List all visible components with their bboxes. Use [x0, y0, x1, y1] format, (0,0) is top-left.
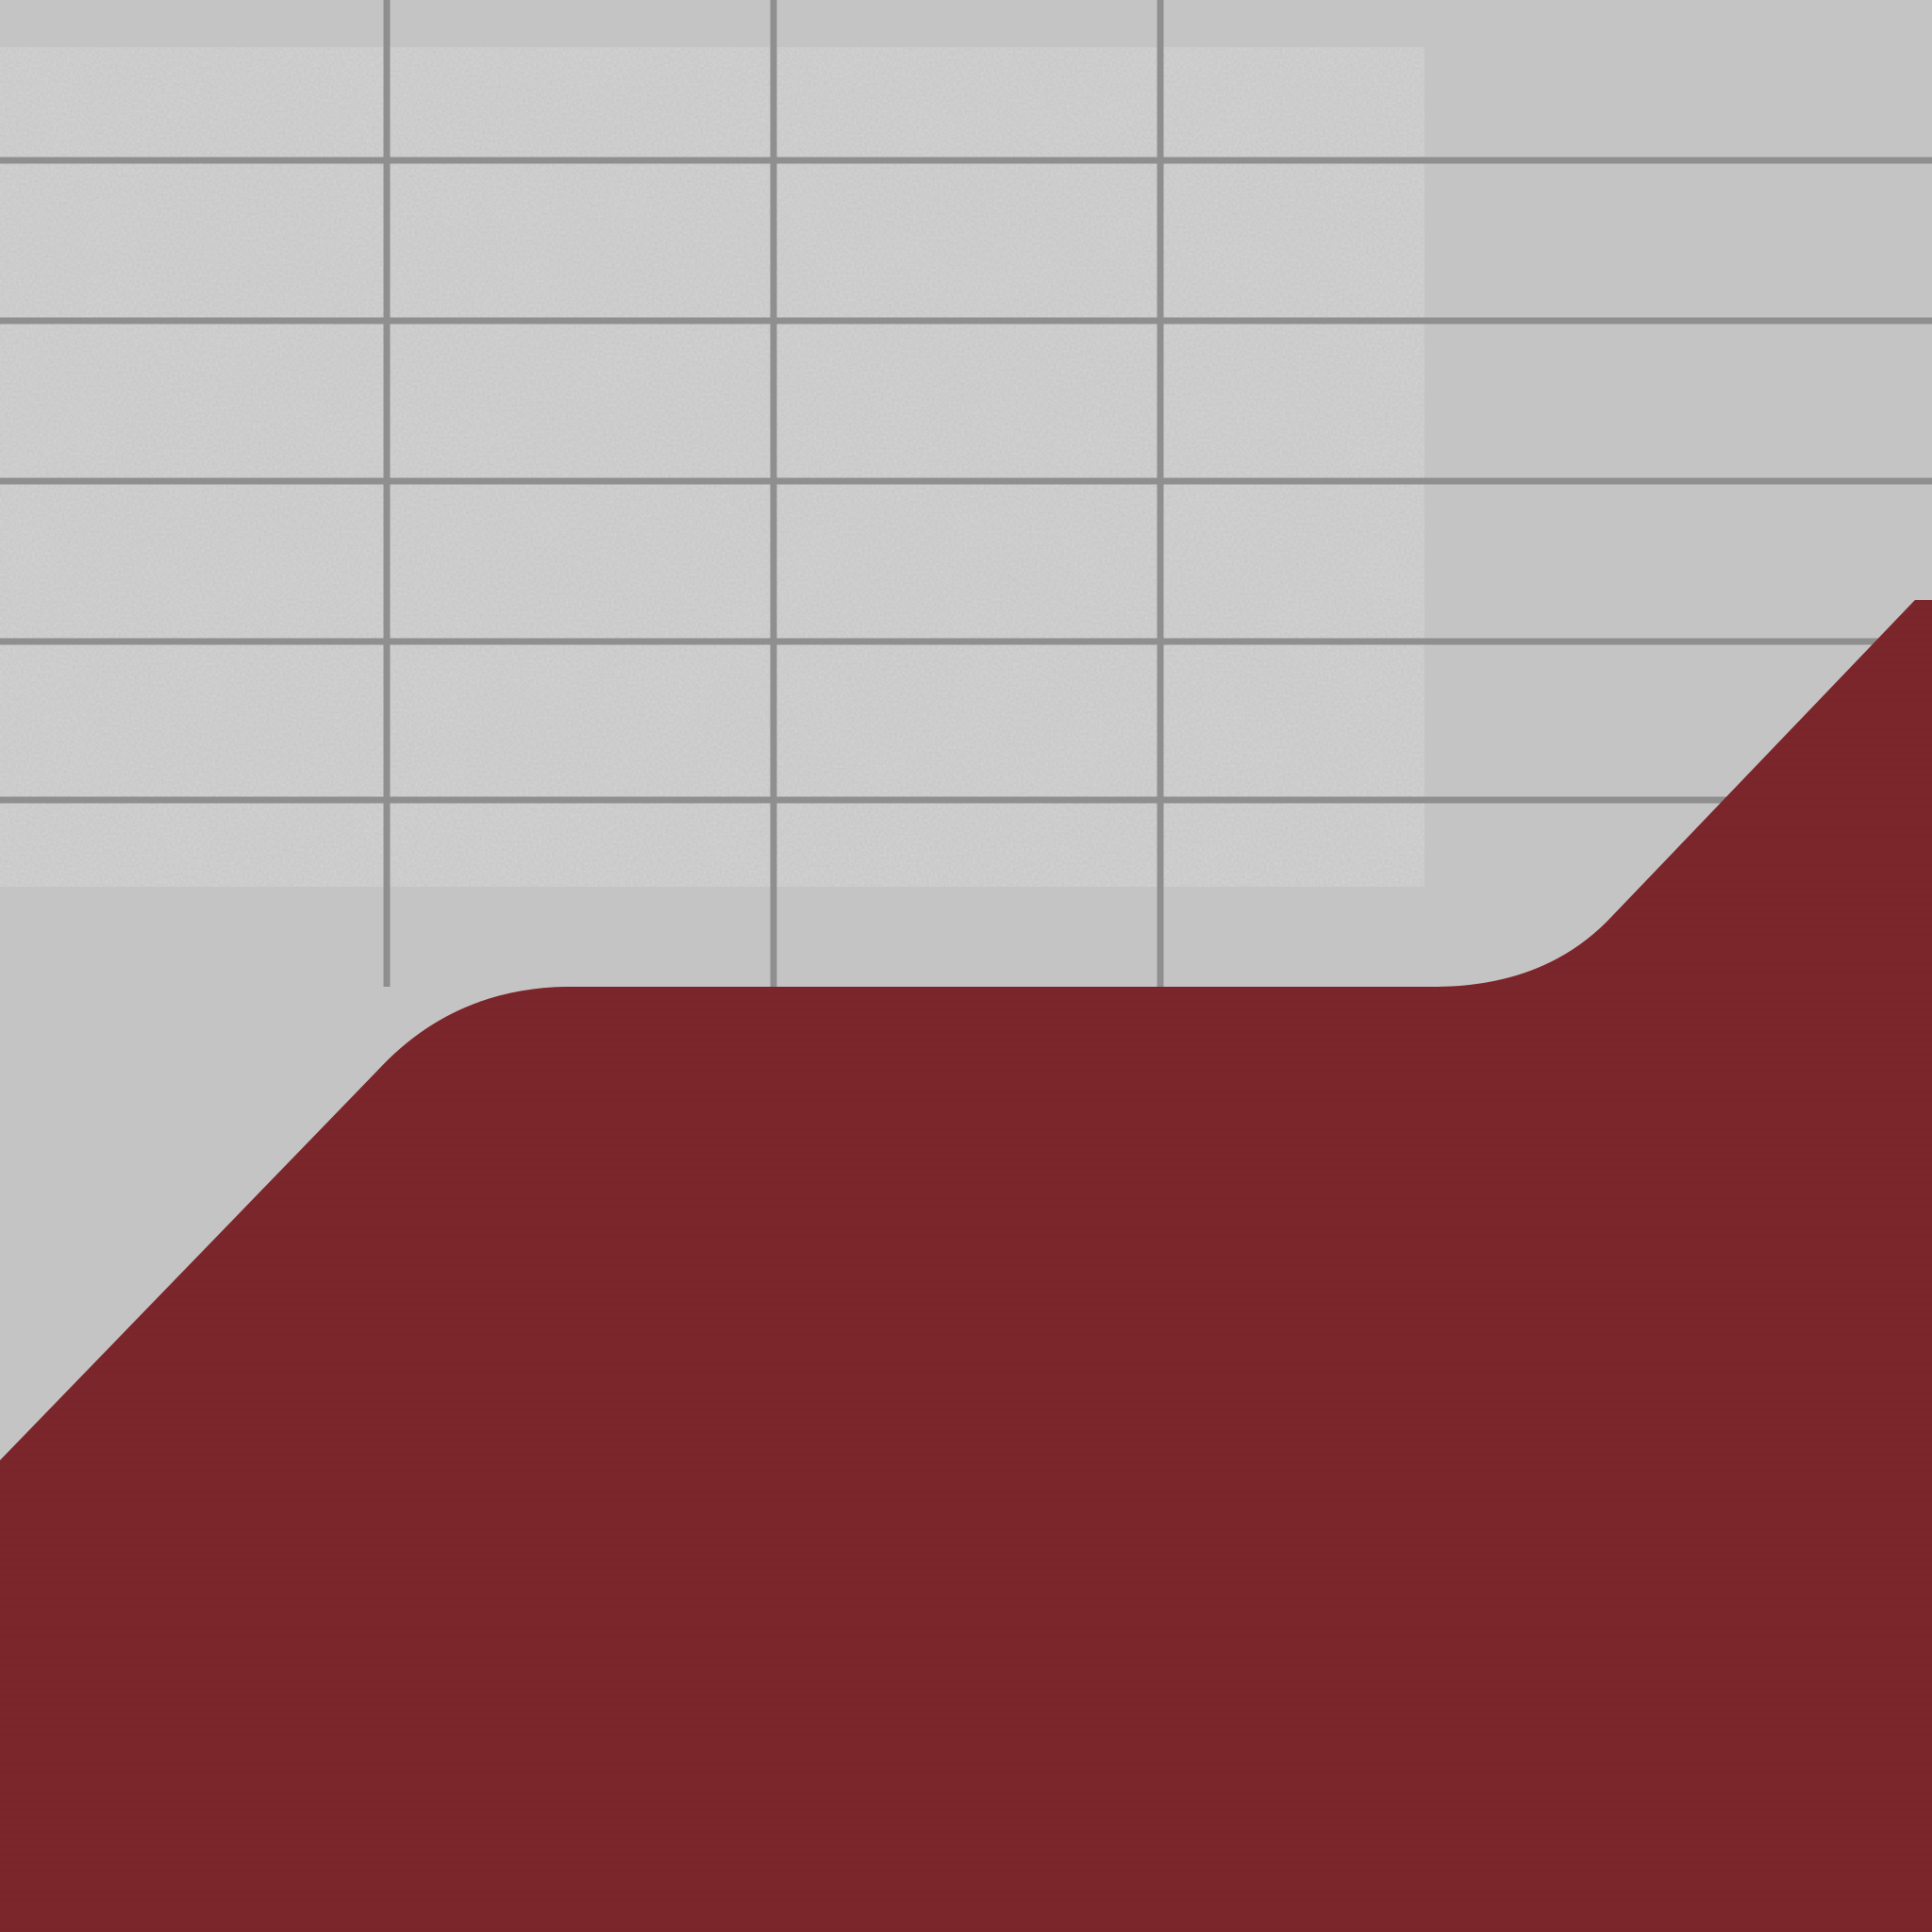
- tile-wall: [0, 0, 1932, 987]
- grout-lines: [0, 0, 1932, 987]
- red-floor-stripes: [0, 600, 1932, 1932]
- tile-speckle-layer: [0, 47, 1424, 887]
